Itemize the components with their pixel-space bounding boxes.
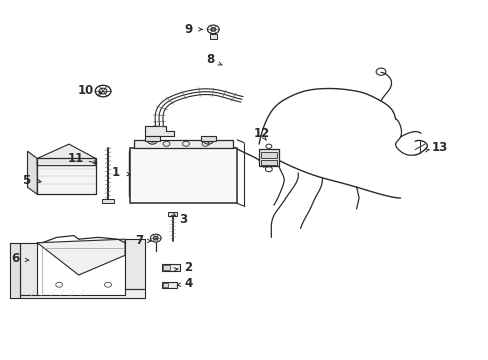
Bar <box>144 136 160 141</box>
Bar <box>134 140 233 148</box>
Text: 6: 6 <box>11 252 20 265</box>
Polygon shape <box>20 243 37 295</box>
Polygon shape <box>37 158 96 194</box>
Bar <box>130 148 237 203</box>
Polygon shape <box>125 239 144 289</box>
Text: 13: 13 <box>430 141 447 154</box>
Bar <box>162 283 168 287</box>
Circle shape <box>153 236 158 240</box>
Polygon shape <box>20 289 144 298</box>
Bar <box>163 265 169 270</box>
Text: 1: 1 <box>111 166 119 179</box>
Text: 4: 4 <box>184 278 192 291</box>
Polygon shape <box>144 126 173 136</box>
Text: 12: 12 <box>253 127 269 140</box>
Bar <box>261 159 276 165</box>
Text: 7: 7 <box>135 234 143 247</box>
Bar <box>161 282 177 288</box>
Circle shape <box>150 139 154 142</box>
Text: 8: 8 <box>206 53 214 66</box>
Text: 10: 10 <box>78 84 94 97</box>
Bar <box>200 136 216 141</box>
Bar <box>261 152 276 158</box>
Circle shape <box>99 88 107 94</box>
Bar <box>102 199 114 203</box>
Polygon shape <box>10 243 20 298</box>
Bar <box>168 212 177 216</box>
Text: 2: 2 <box>184 261 192 274</box>
Bar <box>209 34 216 39</box>
Text: 9: 9 <box>184 23 192 36</box>
Circle shape <box>210 28 215 31</box>
Polygon shape <box>37 144 96 166</box>
Bar <box>161 264 180 271</box>
Text: 5: 5 <box>22 174 30 186</box>
Text: 11: 11 <box>68 152 84 165</box>
Circle shape <box>206 139 210 142</box>
Bar <box>259 149 278 166</box>
Polygon shape <box>27 151 37 194</box>
Polygon shape <box>37 239 125 275</box>
Text: 3: 3 <box>179 213 187 226</box>
